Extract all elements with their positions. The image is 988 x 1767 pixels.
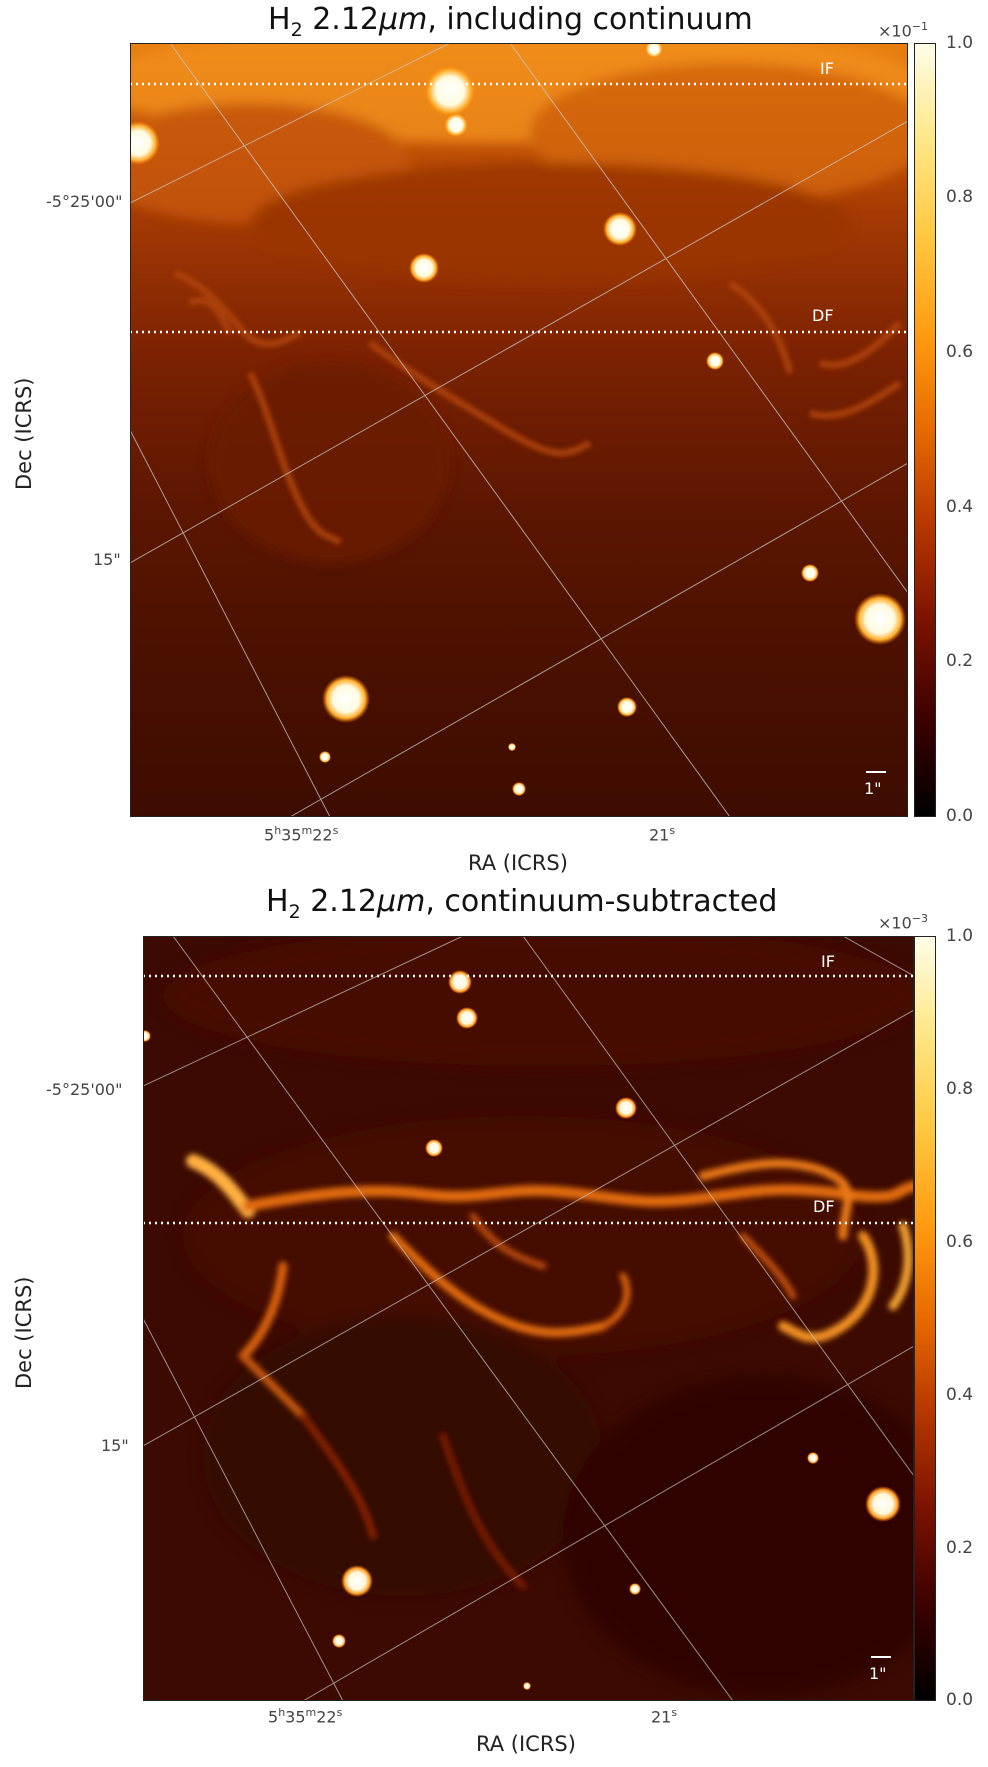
colorbar <box>914 43 936 817</box>
star <box>448 970 472 994</box>
colorbar-tick: 0.4 <box>946 1385 974 1405</box>
x-axis-label: RA (ICRS) <box>476 1732 576 1756</box>
colorbar-exponent: ×10−1 <box>878 20 928 41</box>
coordinate-grid <box>130 43 908 817</box>
dec-tick: -5°25'00" <box>46 192 123 211</box>
colorbar-exponent: ×10−3 <box>878 912 928 933</box>
y-axis-label: Dec (ICRS) <box>12 377 36 490</box>
star <box>801 564 819 582</box>
star <box>645 43 663 58</box>
scale-bar-label: 1" <box>864 779 882 798</box>
star <box>332 1634 346 1648</box>
colorbar-tick: 0.2 <box>946 1538 974 1558</box>
panel-continuum-subtracted: H2 2.12μm, continuum-subtracted <box>0 884 988 1767</box>
star <box>508 743 516 751</box>
x-axis-label: RA (ICRS) <box>468 851 568 875</box>
star <box>456 1007 478 1029</box>
ra-tick: 21s <box>649 824 676 845</box>
ra-tick: 5h35m22s <box>268 1706 343 1727</box>
dec-tick: 15" <box>93 550 121 569</box>
star <box>865 1486 901 1522</box>
scale-bar-label: 1" <box>869 1664 887 1683</box>
star <box>319 751 331 763</box>
star <box>322 675 370 723</box>
if-label: IF <box>820 59 834 78</box>
star <box>143 1030 151 1042</box>
colorbar-tick: 0.6 <box>946 1232 974 1252</box>
stars <box>143 970 901 1690</box>
colorbar-tick: 0.8 <box>946 1079 974 1099</box>
star <box>341 1565 373 1597</box>
star <box>424 65 476 117</box>
colorbar-tick: 0.4 <box>946 497 974 517</box>
colorbar-tick: 0.6 <box>946 342 974 362</box>
star <box>706 352 724 370</box>
colorbar-tick: 1.0 <box>946 33 974 53</box>
colorbar-tick: 0.0 <box>946 1690 974 1710</box>
coordinate-grid <box>143 936 914 1701</box>
star <box>807 1452 819 1464</box>
if-label: IF <box>821 952 835 971</box>
star <box>615 1097 637 1119</box>
star <box>409 253 439 283</box>
image-panel: IF DF 1" <box>130 43 908 817</box>
star <box>130 121 160 165</box>
image-panel: IF DF 1" <box>143 936 914 1701</box>
colorbar-tick: 0.8 <box>946 187 974 207</box>
colorbar-tick: 1.0 <box>946 926 974 946</box>
star <box>444 113 468 137</box>
panel-title: H2 2.12μm, continuum-subtracted <box>266 884 778 923</box>
colorbar <box>914 936 936 1701</box>
y-axis-label: Dec (ICRS) <box>12 1276 36 1389</box>
star <box>854 593 906 645</box>
star <box>425 1139 443 1157</box>
star <box>603 212 637 246</box>
colorbar-tick: 0.0 <box>946 806 974 826</box>
star <box>512 782 526 796</box>
star <box>617 697 637 717</box>
dec-tick: 15" <box>101 1436 129 1455</box>
colorbar-tick: 0.2 <box>946 651 974 671</box>
stars <box>130 43 906 796</box>
star <box>629 1583 641 1595</box>
star <box>523 1682 531 1690</box>
panel-including-continuum: H2 2.12μm, including continuum <box>0 0 988 880</box>
df-label: DF <box>812 306 834 325</box>
dec-tick: -5°25'00" <box>46 1080 123 1099</box>
df-label: DF <box>813 1197 835 1216</box>
ra-tick: 5h35m22s <box>264 824 339 845</box>
ra-tick: 21s <box>651 1706 678 1727</box>
panel-title: H2 2.12μm, including continuum <box>268 2 753 41</box>
